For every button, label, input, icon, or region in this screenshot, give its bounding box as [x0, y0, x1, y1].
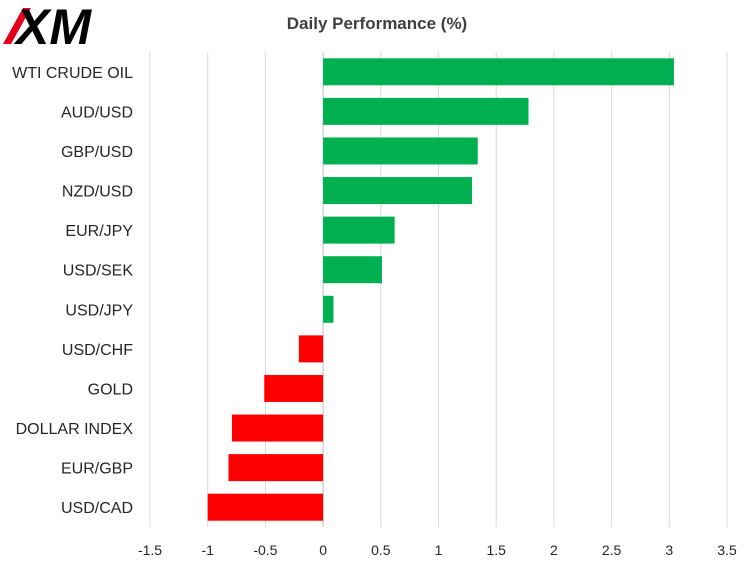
logo-text: XM	[13, 0, 92, 55]
x-tick-label: 1.5	[486, 542, 506, 558]
category-label: EUR/JPY	[65, 223, 133, 240]
x-tick-label: 3	[665, 542, 673, 558]
category-label: WTI CRUDE OIL	[12, 65, 133, 82]
bar	[323, 216, 395, 244]
category-label: EUR/GBP	[61, 461, 133, 478]
category-label: USD/CHF	[62, 342, 133, 359]
category-label: USD/CAD	[61, 500, 133, 517]
x-tick-label: 0.5	[371, 542, 391, 558]
xm-logo: XM	[3, 0, 92, 55]
x-tick-label: 0	[319, 542, 327, 558]
bars	[207, 58, 674, 521]
category-label: USD/SEK	[63, 263, 134, 280]
bar	[323, 97, 529, 125]
category-label: NZD/USD	[62, 184, 133, 201]
bar	[323, 58, 674, 86]
bar	[323, 256, 382, 284]
x-tick-label: -0.5	[253, 542, 277, 558]
category-label: GOLD	[88, 381, 133, 398]
bar	[231, 414, 324, 442]
x-tick-label: -1	[201, 542, 214, 558]
x-tick-label: -1.5	[138, 542, 162, 558]
x-tick-label: 2	[550, 542, 558, 558]
category-label: GBP/USD	[61, 144, 133, 161]
category-label: DOLLAR INDEX	[16, 421, 134, 438]
bar	[298, 335, 324, 363]
bar	[264, 374, 324, 402]
category-label: AUD/USD	[61, 104, 133, 121]
chart-title: Daily Performance (%)	[287, 14, 467, 33]
gridlines	[149, 52, 728, 527]
bar	[323, 177, 472, 205]
bar	[228, 454, 324, 482]
x-axis-ticks: -1.5 -1 -0.5 0 0.5 1 1.5 2 2.5 3 3.5	[138, 542, 737, 558]
bar	[323, 137, 478, 165]
category-label: USD/JPY	[65, 302, 133, 319]
x-tick-label: 2.5	[602, 542, 622, 558]
x-tick-label: 1	[435, 542, 443, 558]
x-tick-label: 3.5	[717, 542, 737, 558]
category-labels: WTI CRUDE OIL AUD/USD GBP/USD NZD/USD EUR/JP…	[12, 65, 133, 517]
bar	[207, 493, 324, 521]
bar	[323, 295, 334, 323]
logo-red-slash	[3, 8, 31, 44]
